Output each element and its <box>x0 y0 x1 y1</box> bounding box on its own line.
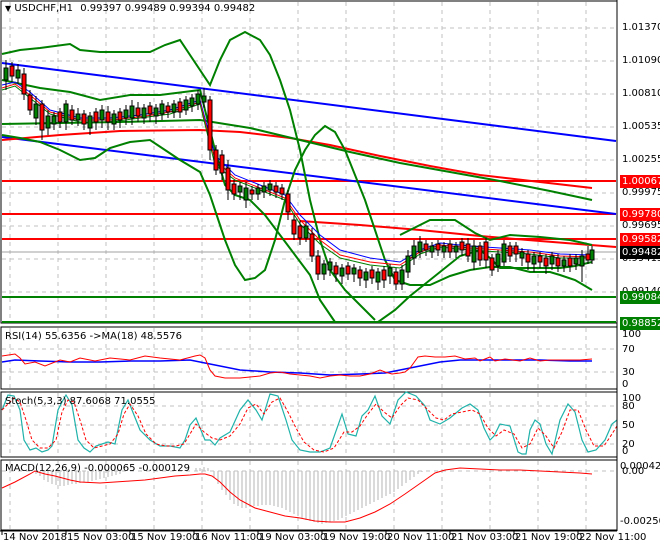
macd-axis-label: 0.000423 <box>620 461 660 472</box>
time-axis-label: 14 Nov 2018 <box>3 532 68 543</box>
macd-axis-label: 0.00 <box>622 466 645 477</box>
rsi-label: RSI(14) 55.6356 ->MA(18) 48.5576 <box>5 331 182 342</box>
time-axis-label: 22 Nov 11:00 <box>579 532 647 543</box>
time-axis-label: 21 Nov 03:00 <box>451 532 519 543</box>
price-axis-label: 1.01090 <box>622 55 660 66</box>
triangle-down-icon[interactable]: ▼ <box>5 4 12 13</box>
resistance-tag: 0.99780 <box>620 208 660 221</box>
stoch-signal-line <box>1 397 618 453</box>
rsi-axis-label: 30 <box>622 367 635 378</box>
price-axis-label: 1.00255 <box>622 154 660 165</box>
price-axis-label: 1.00810 <box>622 88 660 99</box>
rsi-panel <box>0 326 618 390</box>
current-price-tag: 0.99482 <box>620 246 660 259</box>
ohlc-low: 0.99394 <box>169 3 211 14</box>
stoch-axis-label: 20 <box>622 439 635 450</box>
price-axis-label: 0.99975 <box>622 187 660 198</box>
price-axis-label: 1.00535 <box>622 121 660 132</box>
time-axis-label: 15 Nov 19:00 <box>131 532 199 543</box>
stoch-axis-label: 0 <box>622 446 629 457</box>
stoch-main-line <box>1 391 618 456</box>
chart-header: ▼ USDCHF,H1 0.99397 0.99489 0.99394 0.99… <box>5 3 255 15</box>
stoch-axis-label: 50 <box>622 420 635 431</box>
macd-panel <box>0 459 618 531</box>
time-axis-label: 19 Nov 19:00 <box>323 532 391 543</box>
rsi-axis-label: 70 <box>622 344 635 355</box>
symbol-label: USDCHF,H1 <box>14 3 74 14</box>
rsi-line <box>1 353 593 379</box>
resistance-tag: 0.99582 <box>620 233 660 246</box>
time-ticks <box>1 531 579 535</box>
macd-histogram <box>35 467 423 524</box>
macd-axis-label: -0.002507 <box>620 516 660 527</box>
price-axis-label: 0.99695 <box>622 220 660 231</box>
regression-channel[interactable] <box>1 62 617 215</box>
support-tag: 0.98852 <box>620 317 660 330</box>
macd-label: MACD(12,26,9) -0.000065 -0.000129 <box>5 463 190 474</box>
time-axis-label: 20 Nov 11:00 <box>387 532 455 543</box>
price-axis-label: 1.01370 <box>622 22 660 33</box>
support-tag: 0.99084 <box>620 291 660 304</box>
price-panel <box>0 0 618 324</box>
ohlc-close: 0.99482 <box>213 3 256 14</box>
stoch-label: Stoch(5,3,3) 87.6068 71.0555 <box>5 396 156 407</box>
time-axis-label: 21 Nov 19:00 <box>515 532 583 543</box>
ohlc-high: 0.99489 <box>124 3 167 14</box>
rsi-axis-label: 100 <box>622 329 642 340</box>
stoch-axis-label: 80 <box>622 401 635 412</box>
time-axis-label: 15 Nov 03:00 <box>67 532 135 543</box>
resistance-tag: 1.00067 <box>620 175 660 188</box>
rsi-axis-label: 0 <box>622 379 629 390</box>
macd-signal-line <box>1 467 593 523</box>
stoch-axis-label: 100 <box>622 393 642 404</box>
time-axis-label: 19 Nov 03:00 <box>259 532 327 543</box>
ohlc-open: 0.99397 <box>80 3 122 14</box>
slow-ma-line-2 <box>299 220 617 248</box>
candlesticks[interactable] <box>3 60 595 290</box>
support-levels[interactable] <box>2 296 616 323</box>
time-axis-label: 16 Nov 11:00 <box>195 532 263 543</box>
